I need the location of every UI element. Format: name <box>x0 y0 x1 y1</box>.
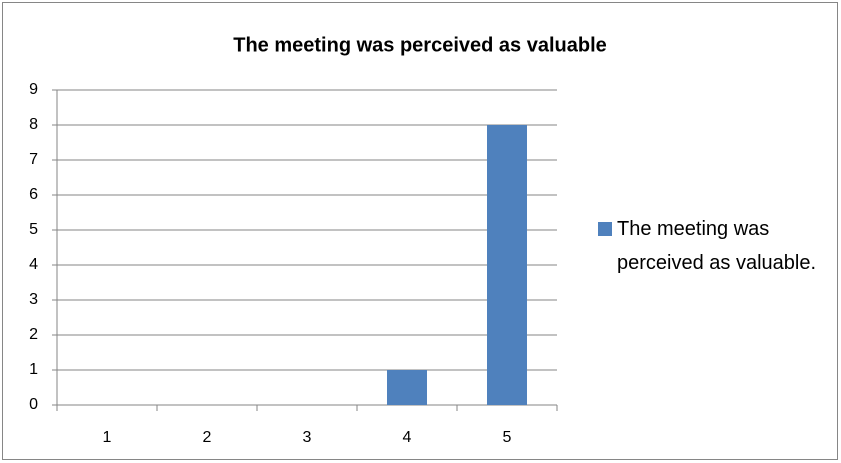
x-tick-label: 3 <box>303 429 312 446</box>
chart-title: The meeting was perceived as valuable <box>233 34 607 56</box>
y-tick-label: 7 <box>29 151 38 168</box>
y-tick-label: 4 <box>29 256 38 273</box>
bar <box>487 125 527 405</box>
bar <box>387 370 427 405</box>
y-tick-label: 8 <box>29 116 38 133</box>
y-tick-label: 5 <box>29 221 38 238</box>
y-tick-label: 9 <box>29 81 38 98</box>
legend-label: The meeting was perceived as valuable. <box>617 218 817 274</box>
y-tick-label: 1 <box>29 361 38 378</box>
legend-text: The meeting was perceived as valuable. <box>617 218 817 274</box>
y-tick-label: 3 <box>29 291 38 308</box>
y-tick-label: 2 <box>29 326 38 343</box>
legend-swatch <box>598 222 612 236</box>
y-tick-label: 0 <box>29 396 38 413</box>
x-tick-label: 1 <box>103 429 112 446</box>
y-tick-label: 6 <box>29 186 38 203</box>
x-tick-label: 2 <box>203 429 212 446</box>
x-tick-label: 4 <box>403 429 412 446</box>
x-tick-label: 5 <box>503 429 512 446</box>
